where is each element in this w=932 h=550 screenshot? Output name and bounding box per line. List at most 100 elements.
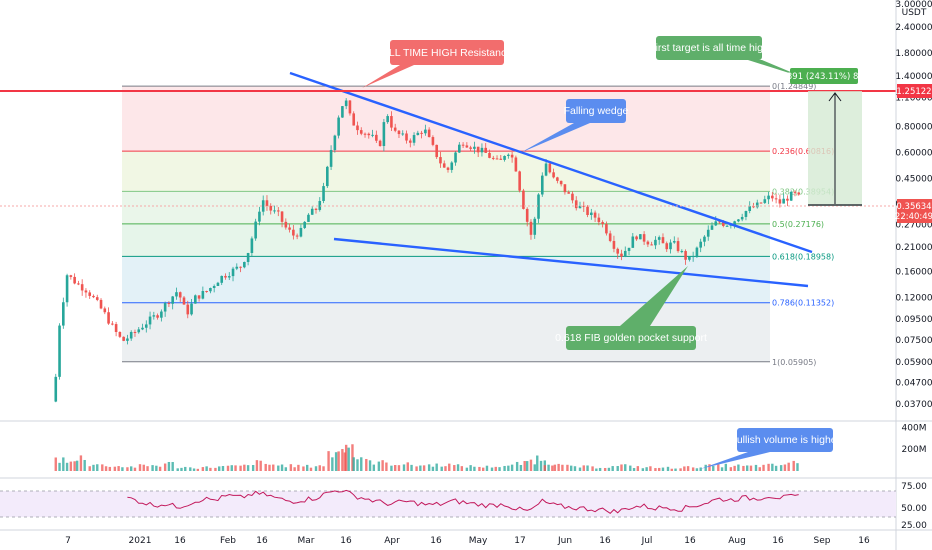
volume-bar (341, 449, 343, 471)
time-axis[interactable]: 7 2021 16 Feb 16 Mar 16 Apr 16 May 17 Jun 16 Jul 16 Aug… (65, 536, 870, 546)
candle-body (390, 116, 393, 128)
candle-body (130, 332, 133, 339)
rsi-tick-label: 50.00 (901, 504, 927, 514)
candle-body (462, 145, 465, 146)
candle-body (171, 296, 174, 303)
candle-body (496, 158, 499, 159)
candle-body (564, 184, 567, 192)
volume-bar (105, 466, 107, 471)
volume-bar (457, 464, 459, 471)
time-tick-label: 16 (858, 536, 870, 546)
volume-bar (193, 468, 195, 471)
volume-bar (126, 467, 128, 471)
candle-body (458, 145, 461, 153)
candle-body (175, 292, 178, 296)
candle-body (726, 226, 729, 227)
volume-bar (705, 465, 707, 471)
time-tick-label: Apr (384, 536, 400, 546)
volume-bar (83, 460, 85, 471)
volume-bar (407, 462, 409, 471)
candle-body (345, 101, 348, 107)
candle-body (243, 262, 246, 267)
candle-body (194, 295, 197, 303)
candle-body (213, 286, 216, 288)
candle-body (790, 192, 793, 201)
volume-bar (335, 452, 337, 471)
candle-body (613, 241, 616, 249)
volume-bar (92, 465, 94, 471)
volume-bar (780, 465, 782, 471)
candle-body (488, 153, 491, 158)
fib-support-note-text: 0.618 FIB golden pocket support (555, 332, 707, 344)
candle-body (628, 248, 631, 251)
candle-body (417, 133, 420, 135)
price-tick-label: 2.40000 (895, 23, 932, 33)
volume-bar (369, 460, 371, 471)
candle-body (337, 118, 340, 136)
price-tick-label: 0.12000 (895, 294, 932, 304)
volume-bar (360, 457, 362, 471)
volume-bar (554, 465, 556, 471)
candle-body (179, 292, 182, 297)
volume-bar (272, 465, 274, 471)
volume-bar (197, 469, 199, 471)
candle-body (794, 192, 797, 193)
volume-note[interactable]: Bullish volume is higher (700, 428, 841, 469)
volume-bar (473, 467, 475, 471)
candle-body (394, 128, 397, 131)
candle-body (684, 251, 687, 260)
candle-body (126, 338, 129, 340)
candle-body (104, 308, 107, 312)
volume-bar (775, 466, 777, 471)
volume-bar (486, 466, 488, 471)
volume-bar (503, 466, 505, 471)
ath-resistance-note[interactable]: ALL TIME HIGH Resistance (362, 40, 512, 88)
candle-body (699, 242, 702, 248)
candle-body (292, 230, 295, 236)
volume-bar (285, 467, 287, 471)
volume-bar (787, 463, 789, 471)
volume-bar (205, 466, 207, 471)
volume-bar (265, 464, 267, 471)
time-tick-label: 17 (514, 536, 525, 546)
volume-bar (302, 466, 304, 471)
candle-body (247, 253, 250, 262)
candle-body (549, 164, 552, 173)
candle-body (107, 312, 110, 323)
candle-body (307, 215, 310, 222)
candle-body (605, 224, 608, 233)
time-tick-label: Aug (728, 536, 746, 546)
candle-body (134, 332, 137, 333)
candle-body (70, 275, 73, 277)
time-tick-label: Feb (220, 536, 236, 546)
candle-body (639, 234, 642, 239)
candle-body (688, 256, 691, 259)
volume-bar (620, 464, 622, 471)
candle-body (775, 198, 778, 199)
volume-bar (637, 466, 639, 471)
candle-body (650, 244, 653, 245)
volume-bar (322, 466, 324, 471)
candle-body (232, 269, 235, 276)
price-tick-label: 0.07500 (895, 336, 932, 346)
candle-body (318, 201, 321, 210)
volume-bar (784, 464, 786, 471)
price-tick-label: 0.60000 (895, 148, 932, 158)
candle-body (334, 136, 337, 150)
time-tick-label: 2021 (129, 536, 152, 546)
candle-body (149, 317, 152, 325)
candle-body (696, 248, 699, 256)
candle-body (58, 326, 61, 377)
volume-bar (353, 457, 355, 471)
volume-bar (80, 455, 82, 471)
volume-bar (146, 466, 148, 471)
candle-body (764, 199, 767, 203)
volume-bar (177, 468, 179, 471)
candle-body (160, 312, 163, 318)
volume-bar (277, 466, 279, 471)
volume-bar (239, 466, 241, 471)
candle-body (586, 207, 589, 215)
volume-bar (674, 469, 676, 471)
volume-bar (561, 465, 563, 471)
